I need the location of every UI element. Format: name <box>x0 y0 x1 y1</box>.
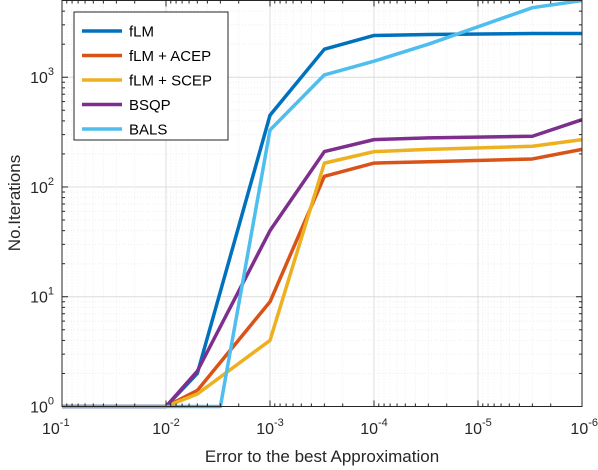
x-tick-label-base: 10 <box>42 421 60 438</box>
x-tick-label: 10-6 <box>570 417 598 438</box>
series-line-flm-scep <box>62 137 583 409</box>
x-tick-label-exponent: -4 <box>378 417 388 429</box>
legend-label: fLM <box>129 24 154 41</box>
x-tick-label-exponent: -6 <box>588 417 598 429</box>
y-tick-label-base: 10 <box>30 180 48 197</box>
x-tick-label-exponent: -2 <box>170 417 180 429</box>
y-tick-label: 103 <box>30 66 54 87</box>
legend-label: BSQP <box>129 97 171 114</box>
legend-label: fLM + SCEP <box>129 73 212 90</box>
x-tick-label: 10-4 <box>360 417 388 438</box>
legend-label: fLM + ACEP <box>129 48 211 65</box>
series-layer <box>62 0 583 409</box>
x-tick-label-base: 10 <box>464 421 482 438</box>
x-axis-title: Error to the best Approximation <box>205 447 439 466</box>
x-tick-label-base: 10 <box>256 421 274 438</box>
x-tick-label: 10-1 <box>42 417 70 438</box>
x-tick-label-exponent: -1 <box>60 417 70 429</box>
y-tick-label: 101 <box>30 286 54 307</box>
legend-box <box>73 11 229 141</box>
y-tick-label-exponent: 1 <box>48 286 54 298</box>
y-tick-label-base: 10 <box>30 290 48 307</box>
y-tick-label-exponent: 2 <box>48 176 54 188</box>
x-tick-label-base: 10 <box>360 421 378 438</box>
series-line-bsqp <box>62 118 583 409</box>
x-tick-label: 10-5 <box>464 417 492 438</box>
x-tick-label: 10-3 <box>256 417 284 438</box>
y-tick-label-base: 10 <box>30 70 48 87</box>
x-tick-label: 10-2 <box>152 417 180 438</box>
x-axis-tick-labels: 10-1 10-2 10-3 10-4 10-5 10-6 <box>42 417 598 438</box>
x-tick-label-exponent: -5 <box>482 417 492 429</box>
x-tick-label-base: 10 <box>152 421 170 438</box>
y-tick-label: 102 <box>30 176 54 197</box>
y-tick-label: 100 <box>30 396 54 417</box>
legend-label: BALS <box>129 122 167 139</box>
x-tick-label-base: 10 <box>570 421 588 438</box>
y-axis-title: No.Iterations <box>5 155 24 251</box>
y-tick-label-exponent: 3 <box>48 66 54 78</box>
axis-ticks <box>61 0 583 407</box>
y-tick-label-base: 10 <box>30 400 48 417</box>
y-tick-label-exponent: 0 <box>48 396 54 408</box>
legend: fLM fLM + ACEP fLM + SCEP BSQP BALS <box>73 11 229 141</box>
x-tick-label-exponent: -3 <box>274 417 284 429</box>
